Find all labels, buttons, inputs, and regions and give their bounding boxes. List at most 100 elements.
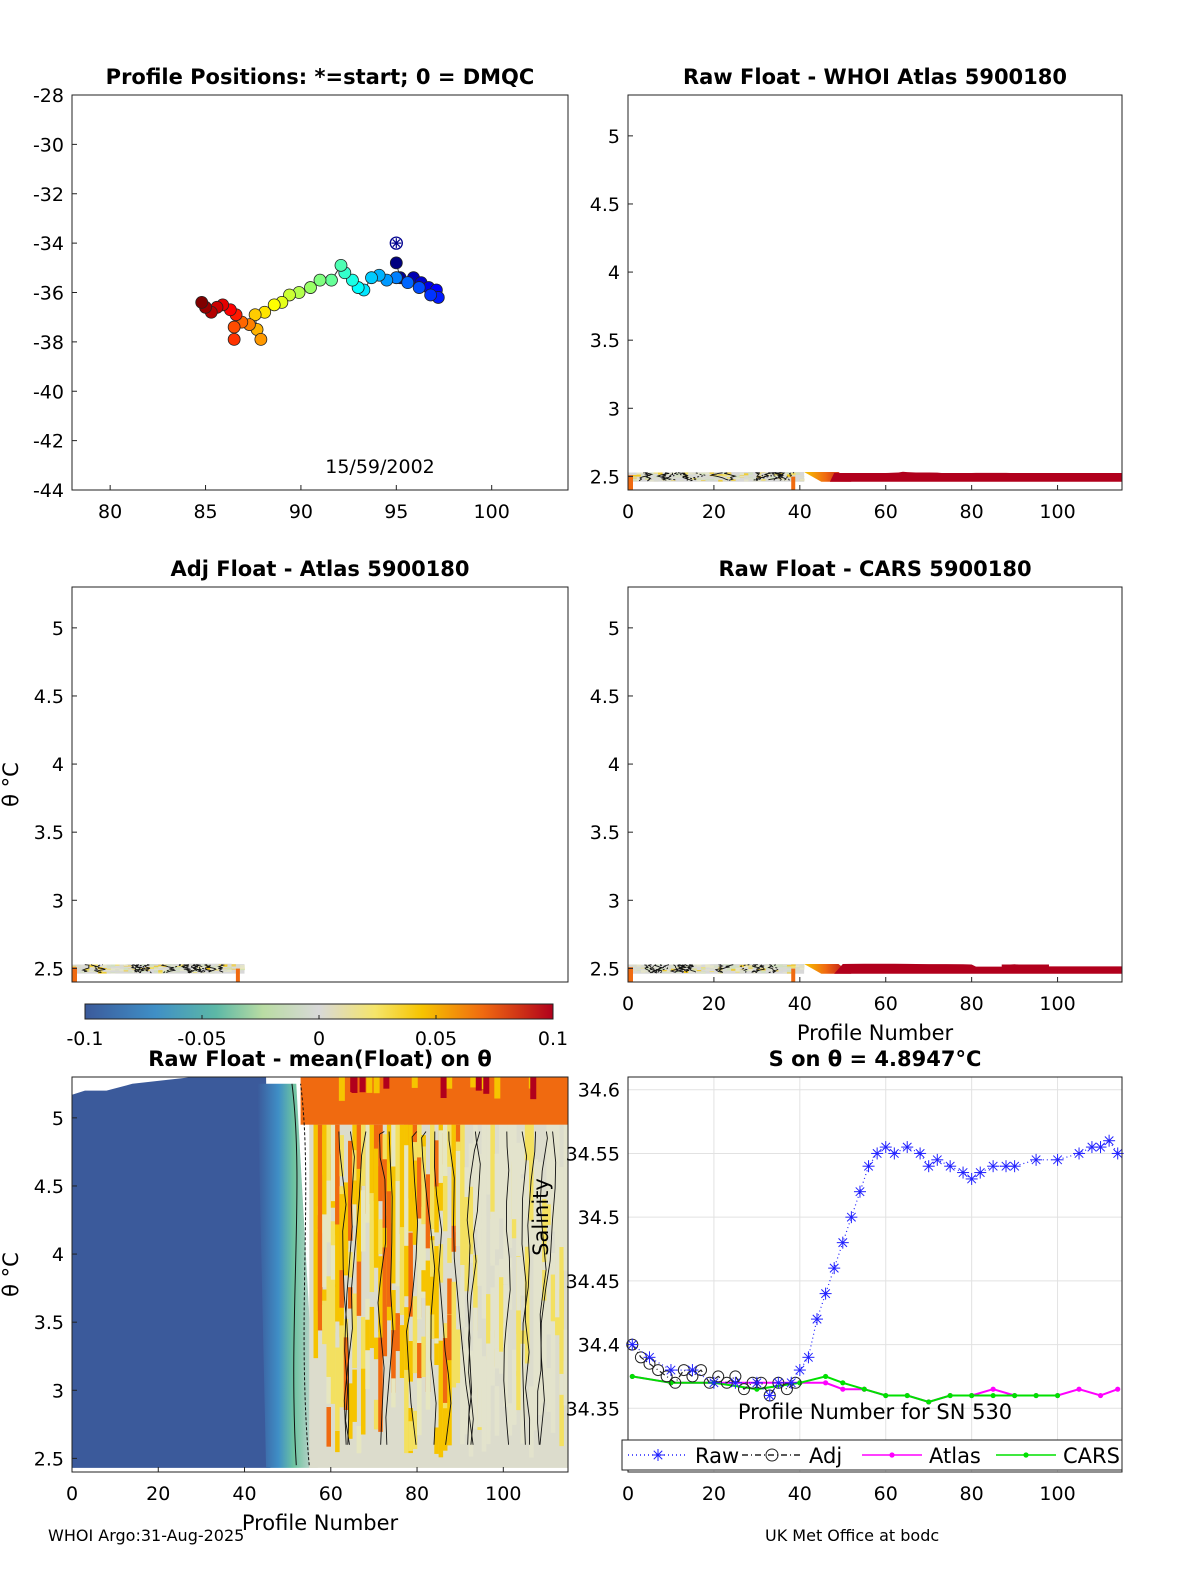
contour-line	[522, 1131, 537, 1445]
heatmap-cell	[201, 964, 206, 967]
heatmap-cell	[705, 479, 710, 481]
y-tick-label: -34	[33, 233, 64, 255]
x-tick-label: 80	[98, 501, 122, 523]
heatmap-cell	[511, 1367, 517, 1415]
heatmap-cell	[507, 1214, 513, 1249]
heatmap-cell	[404, 1205, 409, 1297]
heatmap-cell	[761, 970, 766, 973]
y-tick-label: -44	[33, 480, 64, 502]
heatmap-cell	[158, 970, 163, 972]
heatmap-cell	[110, 972, 116, 973]
heatmap-cell	[786, 964, 792, 967]
heatmap-cell	[530, 1077, 537, 1100]
heatmap-cell	[696, 964, 702, 967]
heatmap-cell	[84, 970, 90, 972]
heatmap-cell	[179, 964, 185, 967]
heatmap-cell	[222, 968, 228, 971]
contour-line	[669, 964, 685, 973]
heatmap-cell	[477, 1349, 482, 1428]
heatmap-cell	[675, 472, 680, 475]
contour-line	[421, 1131, 437, 1445]
heatmap-cell	[171, 971, 176, 973]
position-point	[227, 320, 241, 334]
colorbar-tick-label: -0.05	[177, 1028, 226, 1050]
heatmap-cell	[455, 1329, 461, 1384]
heatmap-cell	[408, 1232, 413, 1317]
heatmap-cell	[326, 1180, 331, 1243]
contour-line	[338, 1131, 350, 1445]
heatmap-cell	[799, 964, 805, 967]
heatmap-cell	[106, 971, 112, 974]
heatmap-cell	[688, 473, 693, 475]
heatmap-cell	[718, 474, 723, 476]
heatmap-cell	[175, 968, 181, 971]
heatmap-cell	[106, 968, 112, 970]
heatmap-cell	[782, 476, 788, 478]
heatmap-cell	[731, 479, 736, 481]
heatmap-cell	[791, 472, 796, 476]
heatmap-cell	[412, 1410, 418, 1449]
cars-point	[1012, 1392, 1018, 1399]
heatmap-cell	[335, 1430, 340, 1453]
contour-line	[768, 472, 783, 481]
y-tick-label: 4	[608, 262, 620, 284]
raw-point	[879, 1141, 892, 1154]
y-tick-label: 5	[608, 126, 620, 148]
heatmap-cell	[356, 1223, 362, 1316]
heatmap-cell	[175, 971, 181, 973]
heatmap-cell	[326, 1325, 331, 1354]
heatmap-cell	[373, 1399, 379, 1430]
heatmap-cell	[782, 472, 788, 475]
heatmap-cell	[440, 1077, 447, 1099]
heatmap-cell	[369, 1158, 375, 1266]
y-tick-label: 4.5	[34, 1176, 64, 1198]
raw-point	[819, 1287, 832, 1300]
heatmap-cell	[679, 472, 685, 475]
heatmap-cell	[373, 1148, 379, 1221]
heatmap-cell	[782, 971, 788, 973]
y-tick-label: 34.4	[578, 1335, 620, 1357]
heatmap-cell	[559, 1289, 564, 1345]
heatmap-cell	[102, 971, 107, 974]
contour-line	[178, 964, 194, 974]
heatmap-cell	[739, 966, 745, 968]
heatmap-cell	[412, 1160, 418, 1245]
heatmap-cell	[417, 1218, 422, 1320]
heatmap-cell	[115, 968, 120, 971]
heatmap-cell	[718, 475, 723, 477]
heatmap-cell	[460, 1348, 465, 1402]
atlas-point	[1076, 1386, 1082, 1392]
heatmap-cell	[748, 476, 753, 478]
x-tick-label: 60	[874, 501, 898, 523]
raw-point	[707, 1376, 720, 1389]
heatmap-cell	[636, 472, 642, 474]
heatmap-cell	[210, 971, 215, 974]
raw-point	[785, 1376, 798, 1389]
heatmap-cell	[494, 1153, 500, 1250]
adj-point	[780, 1383, 793, 1396]
heatmap-cell	[628, 964, 633, 966]
y-tick-label: 2.5	[590, 466, 620, 488]
heatmap-cell	[649, 480, 654, 482]
raw-point	[1103, 1134, 1116, 1147]
heatmap-cell	[80, 971, 86, 973]
heatmap-cell	[373, 1337, 379, 1360]
heatmap-region	[628, 471, 1122, 490]
x-tick-label: 100	[485, 1483, 521, 1505]
heatmap-cell	[464, 1413, 470, 1435]
contour-line	[90, 964, 106, 974]
heatmap-cell	[335, 1347, 340, 1431]
heatmap-cell	[520, 1129, 526, 1175]
heatmap-cell	[683, 472, 689, 475]
raw-point	[793, 1364, 806, 1377]
heatmap-cell	[383, 1077, 390, 1089]
heatmap-cell	[640, 474, 646, 476]
heatmap-cell	[166, 969, 172, 973]
heatmap-cell	[391, 1378, 396, 1408]
y-tick-label: -40	[33, 381, 64, 403]
heatmap-cell	[184, 965, 189, 967]
raw-point	[987, 1160, 1000, 1173]
contour-line	[768, 964, 780, 974]
heatmap-cell	[756, 479, 762, 481]
heatmap-cell	[786, 474, 792, 476]
